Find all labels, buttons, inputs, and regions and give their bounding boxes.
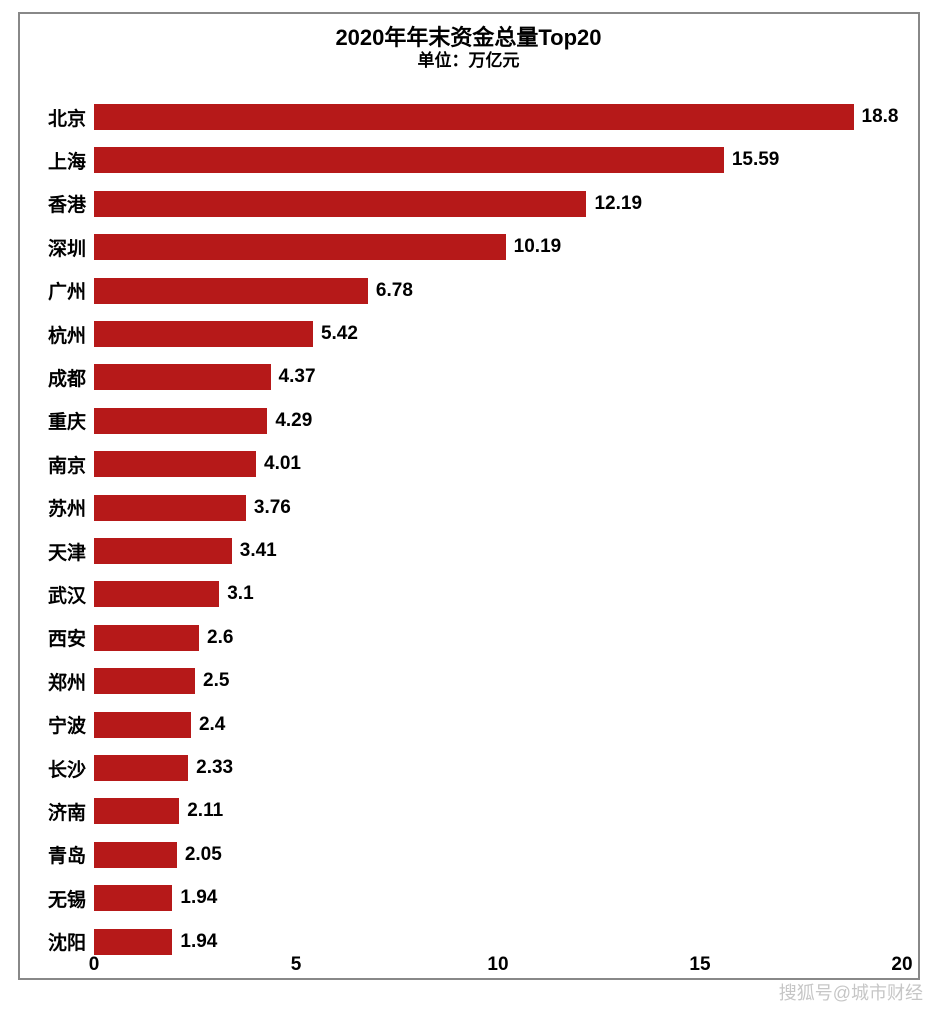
bar-row: 重庆4.29 bbox=[94, 408, 902, 434]
bar bbox=[94, 278, 368, 304]
bar bbox=[94, 364, 271, 390]
bar bbox=[94, 538, 232, 564]
bar-row: 杭州5.42 bbox=[94, 321, 902, 347]
value-label: 4.29 bbox=[267, 408, 312, 434]
bar-row: 苏州3.76 bbox=[94, 495, 902, 521]
bar bbox=[94, 495, 246, 521]
value-label: 2.5 bbox=[195, 668, 229, 694]
bar-row: 香港12.19 bbox=[94, 191, 902, 217]
category-label: 杭州 bbox=[48, 321, 94, 348]
category-label: 深圳 bbox=[48, 234, 94, 261]
bar-row: 成都4.37 bbox=[94, 364, 902, 390]
category-label: 天津 bbox=[48, 538, 94, 565]
bar-row: 宁波2.4 bbox=[94, 712, 902, 738]
category-label: 宁波 bbox=[48, 711, 94, 738]
category-label: 苏州 bbox=[48, 494, 94, 521]
bar bbox=[94, 712, 191, 738]
category-label: 南京 bbox=[48, 451, 94, 478]
value-label: 5.42 bbox=[313, 321, 358, 347]
bar-row: 武汉3.1 bbox=[94, 581, 902, 607]
value-label: 18.8 bbox=[854, 104, 899, 130]
value-label: 15.59 bbox=[724, 147, 780, 173]
bar-row: 天津3.41 bbox=[94, 538, 902, 564]
bar bbox=[94, 842, 177, 868]
value-label: 2.6 bbox=[199, 625, 233, 651]
category-label: 成都 bbox=[48, 364, 94, 391]
value-label: 1.94 bbox=[172, 885, 217, 911]
category-label: 西安 bbox=[48, 624, 94, 651]
category-label: 郑州 bbox=[48, 668, 94, 695]
bar-row: 上海15.59 bbox=[94, 147, 902, 173]
value-label: 3.76 bbox=[246, 495, 291, 521]
bar bbox=[94, 929, 172, 955]
x-tick-label: 0 bbox=[89, 954, 100, 976]
bar bbox=[94, 191, 586, 217]
chart-subtitle: 单位：万亿元 bbox=[0, 46, 937, 71]
value-label: 2.33 bbox=[188, 755, 233, 781]
bar-row: 济南2.11 bbox=[94, 798, 902, 824]
bar bbox=[94, 581, 219, 607]
watermark: 搜狐号@城市财经 bbox=[779, 979, 923, 1005]
category-label: 重庆 bbox=[48, 407, 94, 434]
value-label: 12.19 bbox=[586, 191, 642, 217]
category-label: 济南 bbox=[48, 798, 94, 825]
category-label: 无锡 bbox=[48, 885, 94, 912]
bar-row: 郑州2.5 bbox=[94, 668, 902, 694]
bar-row: 南京4.01 bbox=[94, 451, 902, 477]
bar bbox=[94, 668, 195, 694]
x-tick-label: 10 bbox=[487, 954, 508, 976]
bar-row: 青岛2.05 bbox=[94, 842, 902, 868]
bar bbox=[94, 234, 506, 260]
bar-row: 北京18.8 bbox=[94, 104, 902, 130]
category-label: 长沙 bbox=[48, 755, 94, 782]
value-label: 4.37 bbox=[271, 364, 316, 390]
x-tick-label: 15 bbox=[689, 954, 710, 976]
chart-area: 北京18.8 上海15.59 香港12.19 深圳10.19 广州6.78 杭州5.42 成… bbox=[94, 90, 902, 948]
category-label: 青岛 bbox=[48, 841, 94, 868]
bar-row: 西安2.6 bbox=[94, 625, 902, 651]
value-label: 2.05 bbox=[177, 842, 222, 868]
bar bbox=[94, 408, 267, 434]
bar bbox=[94, 451, 256, 477]
bar bbox=[94, 625, 199, 651]
category-label: 北京 bbox=[48, 104, 94, 131]
bar bbox=[94, 755, 188, 781]
bar-row: 广州6.78 bbox=[94, 278, 902, 304]
bar bbox=[94, 798, 179, 824]
bar-row: 长沙2.33 bbox=[94, 755, 902, 781]
category-label: 沈阳 bbox=[48, 928, 94, 955]
value-label: 3.41 bbox=[232, 538, 277, 564]
value-label: 3.1 bbox=[219, 581, 253, 607]
category-label: 上海 bbox=[48, 147, 94, 174]
bar-row: 无锡1.94 bbox=[94, 885, 902, 911]
value-label: 2.4 bbox=[191, 712, 225, 738]
value-label: 4.01 bbox=[256, 451, 301, 477]
bar bbox=[94, 104, 854, 130]
x-tick-label: 5 bbox=[291, 954, 302, 976]
value-label: 1.94 bbox=[172, 929, 217, 955]
bar-row: 沈阳1.94 bbox=[94, 929, 902, 955]
value-label: 2.11 bbox=[179, 798, 223, 824]
bar-row: 深圳10.19 bbox=[94, 234, 902, 260]
category-label: 香港 bbox=[48, 190, 94, 217]
bar bbox=[94, 885, 172, 911]
bar bbox=[94, 321, 313, 347]
bar bbox=[94, 147, 724, 173]
category-label: 广州 bbox=[48, 277, 94, 304]
x-tick-label: 20 bbox=[891, 954, 912, 976]
category-label: 武汉 bbox=[48, 581, 94, 608]
value-label: 6.78 bbox=[368, 278, 413, 304]
value-label: 10.19 bbox=[506, 234, 562, 260]
